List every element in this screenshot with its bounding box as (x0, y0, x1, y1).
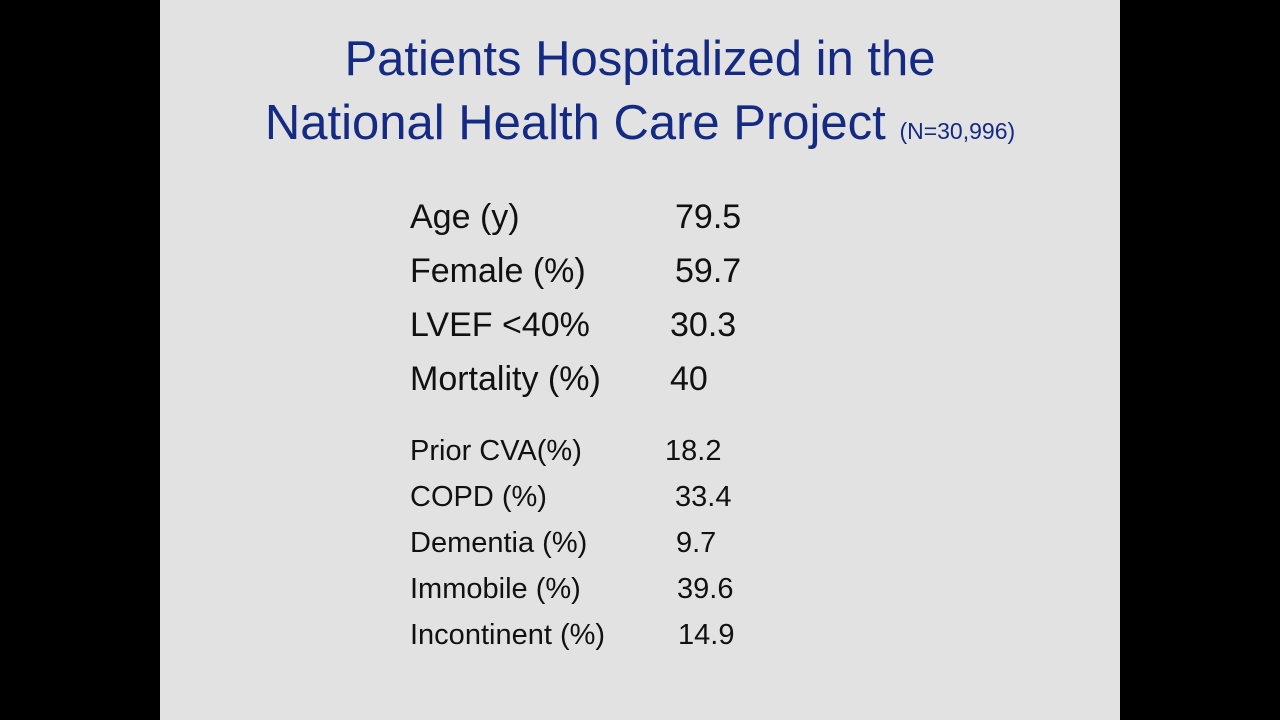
stat-value: 39.6 (677, 573, 734, 605)
title-text-2: National Health Care Project (264, 96, 886, 150)
sample-size-note: (N=30,996) (899, 118, 1016, 144)
stat-value: 79.5 (675, 198, 742, 236)
stat-value: 18.2 (665, 435, 722, 467)
stat-label: Age (y) (410, 198, 520, 236)
stat-label: Female (%) (410, 252, 586, 290)
stat-value: 59.7 (675, 252, 742, 290)
stat-value: 30.3 (670, 306, 737, 344)
title-text-1: Patients Hospitalized in the (344, 32, 936, 86)
stat-label: Incontinent (%) (410, 619, 606, 651)
stat-label: COPD (%) (410, 481, 547, 513)
stat-value: 9.7 (676, 527, 717, 559)
stat-label: Immobile (%) (410, 573, 581, 605)
stat-label: Dementia (%) (410, 527, 588, 559)
slide-title-line-1: Patients Hospitalized in the (160, 31, 1120, 87)
stat-value: 14.9 (678, 619, 735, 651)
slide: Patients Hospitalized in the National He… (160, 0, 1120, 720)
stat-value: 33.4 (675, 481, 732, 513)
stat-label: Mortality (%) (410, 360, 601, 398)
stat-value: 40 (670, 360, 708, 398)
slide-title-line-2: National Health Care Project (N=30,996) (160, 95, 1120, 159)
stat-label: LVEF <40% (410, 306, 590, 344)
stat-label: Prior CVA(%) (410, 435, 582, 467)
